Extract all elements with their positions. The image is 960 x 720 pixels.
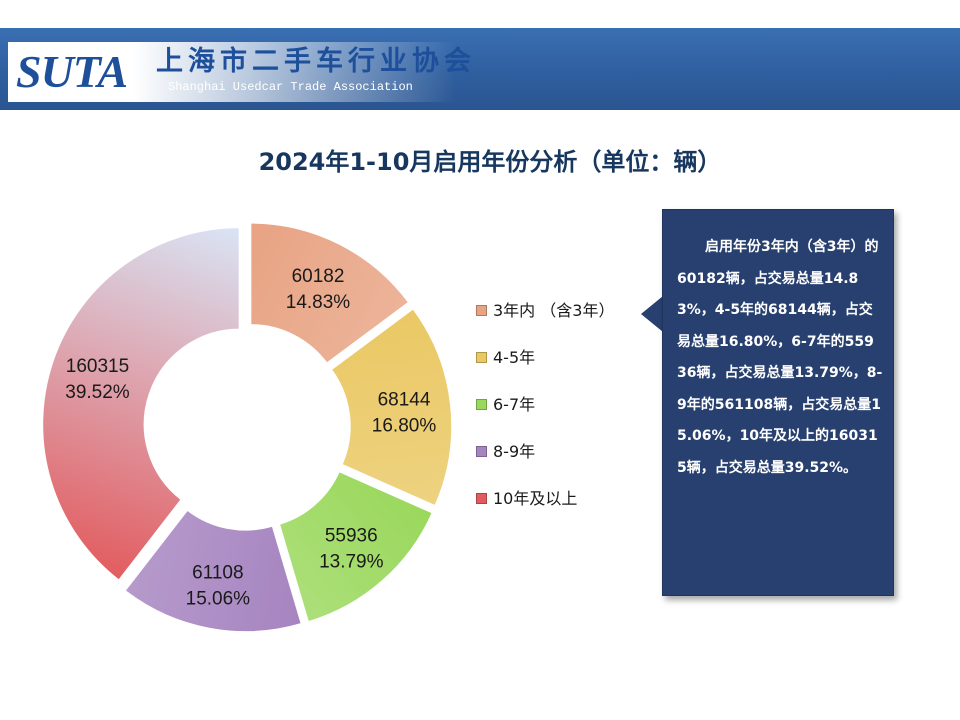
donut-slice-0 — [249, 222, 410, 365]
legend-item-2: 6-7年 — [476, 394, 614, 441]
slice-percent-label: 16.80% — [372, 415, 437, 436]
slice-value-label: 55936 — [325, 526, 378, 547]
logo-mark: SUTA — [16, 46, 128, 97]
header-bar: SUTA 上海市二手车行业协会 Shanghai Usedcar Trade A… — [0, 28, 960, 110]
legend: 3年内 （含3年） 4-5年 6-7年 8-9年 10年及以上 — [476, 300, 614, 535]
slice-percent-label: 14.83% — [286, 292, 351, 313]
legend-item-4: 10年及以上 — [476, 488, 614, 535]
donut-slice-1 — [330, 307, 453, 507]
legend-swatch-3 — [476, 446, 487, 457]
logo: SUTA 上海市二手车行业协会 Shanghai Usedcar Trade A… — [8, 42, 471, 102]
donut-slice-2 — [278, 470, 434, 623]
slice-value-label: 160315 — [66, 356, 129, 377]
slice-percent-label: 39.52% — [65, 382, 130, 403]
legend-label: 10年及以上 — [493, 489, 578, 508]
donut-slice-3 — [123, 508, 303, 633]
legend-label: 8-9年 — [493, 442, 536, 461]
slice-value-label: 60182 — [292, 266, 345, 287]
legend-item-1: 4-5年 — [476, 347, 614, 394]
org-name-en: Shanghai Usedcar Trade Association — [168, 80, 413, 94]
slice-percent-label: 13.79% — [319, 552, 384, 573]
org-name-cn: 上海市二手车行业协会 — [156, 46, 476, 77]
legend-label: 6-7年 — [493, 395, 536, 414]
summary-callout-pointer — [641, 296, 663, 332]
legend-item-3: 8-9年 — [476, 441, 614, 488]
legend-label: 4-5年 — [493, 348, 536, 367]
legend-swatch-2 — [476, 399, 487, 410]
chart-title: 2024年1-10月启用年份分析（单位：辆） — [258, 148, 722, 176]
summary-text: 启用年份3年内（含3年）的60182辆，占交易总量14.83%，4-5年的681… — [677, 239, 883, 476]
donut-chart: 60182 14.83% 68144 16.80% 55936 13.79% 61108 15… — [41, 222, 453, 633]
slice-value-label: 61108 — [192, 562, 243, 583]
summary-callout: 启用年份3年内（含3年）的60182辆，占交易总量14.83%，4-5年的681… — [662, 209, 894, 596]
legend-swatch-1 — [476, 352, 487, 363]
legend-swatch-4 — [476, 493, 487, 504]
legend-label: 3年内 （含3年） — [493, 301, 615, 320]
slice-percent-label: 15.06% — [186, 588, 251, 609]
slice-value-label: 68144 — [378, 389, 431, 410]
donut-slice-4 — [41, 226, 241, 582]
legend-item-0: 3年内 （含3年） — [476, 300, 614, 347]
legend-swatch-0 — [476, 305, 487, 316]
